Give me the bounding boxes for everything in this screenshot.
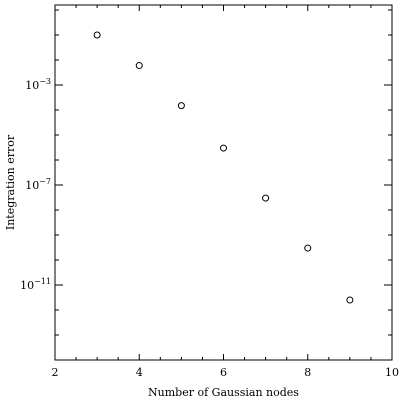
x-tick-label: 10 [385, 366, 399, 379]
plot-frame [54, 4, 393, 361]
x-axis-label: Number of Gaussian nodes [148, 386, 299, 399]
data-point [135, 62, 143, 70]
y-tick-label: 10−3 [25, 77, 51, 92]
x-tick-label: 6 [220, 366, 227, 379]
x-axis-tick-labels: 2 4 6 8 10 [52, 366, 400, 379]
data-points [93, 31, 354, 304]
x-tick-label: 4 [136, 366, 143, 379]
data-point [93, 31, 101, 39]
y-axis-label: Integration error [4, 134, 17, 230]
data-point [346, 296, 354, 304]
x-tick-label: 2 [52, 366, 59, 379]
y-tick-label: 10−7 [25, 177, 51, 192]
data-point [177, 102, 185, 110]
data-point [304, 244, 312, 252]
data-point [262, 194, 270, 202]
x-tick-label: 8 [304, 366, 311, 379]
y-tick-label: 10−11 [20, 277, 51, 292]
x-axis-ticks [54, 5, 393, 360]
data-point [220, 144, 227, 152]
y-axis-ticks [55, 9, 392, 361]
y-axis-tick-labels: 10−3 10−7 10−11 [20, 77, 51, 292]
